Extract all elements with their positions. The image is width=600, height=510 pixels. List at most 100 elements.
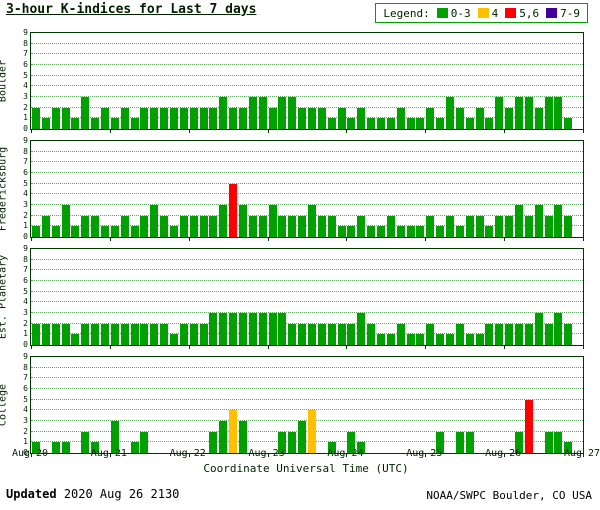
- k-index-bar: [248, 313, 257, 345]
- k-index-bar: [524, 97, 533, 129]
- k-index-bar: [219, 421, 228, 453]
- legend-item-label: 4: [491, 6, 499, 20]
- k-index-bar: [327, 118, 336, 129]
- k-index-bar: [130, 323, 139, 345]
- gridline: [31, 388, 583, 389]
- gridline: [31, 409, 583, 411]
- k-index-bar: [278, 431, 287, 453]
- y-tick-label: 2: [23, 318, 28, 328]
- k-index-bar: [101, 323, 109, 345]
- k-index-bar: [544, 323, 553, 345]
- panel-boulder: Boulder 0 1 2 3 4 5 6 7 8 9: [0, 29, 584, 133]
- y-tick-label: 9: [23, 136, 28, 145]
- k-index-bar: [436, 431, 445, 453]
- panel-est-planetary: Est. Planetary 0 1 2 3 4 5 6 7 8 9: [0, 245, 584, 349]
- k-index-bar: [386, 118, 395, 129]
- legend: Legend: 0-3 4 5,6 7-9: [375, 3, 588, 23]
- k-index-bar: [347, 226, 356, 237]
- k-index-bar: [32, 226, 40, 237]
- gridline: [31, 172, 583, 173]
- panel-college: College 0 1 2 3 4 5 6 7 8 9: [0, 353, 584, 457]
- panels: Boulder 0 1 2 3 4 5 6 7 8 9 Fredericksburg 0 1 2 3 4 5 6 7 8…: [0, 29, 584, 464]
- k-index-bar: [327, 442, 336, 453]
- k-index-bar: [101, 107, 109, 129]
- k-index-bar: [278, 215, 287, 237]
- k-index-bar: [288, 97, 297, 129]
- k-index-bar: [446, 97, 454, 129]
- y-tick-label: 7: [23, 49, 28, 59]
- k-index-bar: [298, 215, 307, 237]
- k-index-bar: [91, 323, 100, 345]
- k-index-bar: [564, 118, 573, 129]
- k-index-bar: [170, 226, 178, 237]
- k-index-bar: [465, 215, 474, 237]
- y-tick-label: 3: [23, 416, 28, 425]
- legend-swatch-purple: [546, 8, 558, 18]
- k-index-bar: [248, 97, 257, 129]
- k-index-bar: [524, 399, 533, 453]
- k-index-bar: [150, 205, 159, 237]
- k-index-bar: [357, 313, 366, 345]
- day-tick: [583, 345, 584, 349]
- k-index-bar: [317, 215, 326, 237]
- k-index-bar: [327, 215, 336, 237]
- k-index-bar: [544, 97, 553, 129]
- gridline: [31, 377, 583, 379]
- k-index-bar: [524, 323, 533, 345]
- k-index-bar: [160, 107, 169, 129]
- day-tick: [267, 345, 269, 349]
- y-tick-label: 5: [23, 394, 28, 404]
- legend-item-4: 4: [477, 6, 499, 20]
- y-tick-label: 0: [23, 232, 28, 241]
- k-index-bar: [515, 205, 523, 237]
- credit-text: NOAA/SWPC Boulder, CO USA: [426, 489, 592, 502]
- day-tick: [188, 345, 190, 349]
- k-index-bar: [51, 107, 60, 129]
- k-index-bar: [140, 215, 149, 237]
- k-index-bar: [268, 313, 277, 345]
- x-axis-title: Coordinate Universal Time (UTC): [203, 462, 409, 475]
- y-tick-label: 5: [23, 286, 28, 296]
- k-index-bar: [91, 215, 100, 237]
- k-index-bar: [367, 118, 376, 129]
- legend-item-label: 0-3: [450, 6, 471, 20]
- legend-item-label: 5,6: [519, 6, 540, 20]
- station-label: Est. Planetary: [0, 254, 9, 340]
- legend-label: Legend:: [383, 6, 430, 20]
- k-index-bar: [377, 118, 385, 129]
- k-index-bar: [367, 226, 376, 237]
- k-index-bar: [219, 313, 228, 345]
- k-index-bar: [81, 97, 90, 129]
- day-tick: [346, 129, 348, 133]
- k-index-bar: [298, 107, 307, 129]
- legend-item-label: 7-9: [560, 6, 580, 20]
- k-index-bar: [239, 205, 247, 237]
- y-tick-label: 3: [23, 308, 28, 317]
- k-index-bar: [426, 323, 435, 345]
- k-index-bar: [248, 215, 257, 237]
- k-index-bar: [229, 183, 238, 237]
- k-index-bar: [150, 323, 159, 345]
- k-index-bar: [298, 421, 307, 453]
- gridline: [31, 106, 583, 108]
- k-index-bar: [160, 323, 169, 345]
- y-tick-label: 4: [23, 81, 28, 91]
- day-tick: [188, 237, 190, 241]
- k-index-bar: [317, 107, 326, 129]
- day-tick: [504, 129, 506, 133]
- day-tick: [425, 345, 427, 349]
- day-tick: [267, 129, 269, 133]
- k-index-bar: [189, 215, 198, 237]
- gridline: [31, 117, 583, 119]
- x-axis-tick-labels: Aug 20 Aug 21 Aug 22 Aug 23 Aug 24 Aug 25 Aug …: [12, 448, 600, 460]
- k-index-bar: [130, 226, 139, 237]
- k-index-bar: [544, 431, 553, 453]
- y-tick-label: 8: [23, 254, 28, 264]
- k-index-bar: [239, 421, 247, 453]
- day-tick: [504, 237, 506, 241]
- k-index-bar: [485, 226, 494, 237]
- gridline: [31, 64, 583, 65]
- k-index-bar: [495, 215, 504, 237]
- k-index-bar: [426, 107, 435, 129]
- k-index-bar: [170, 107, 178, 129]
